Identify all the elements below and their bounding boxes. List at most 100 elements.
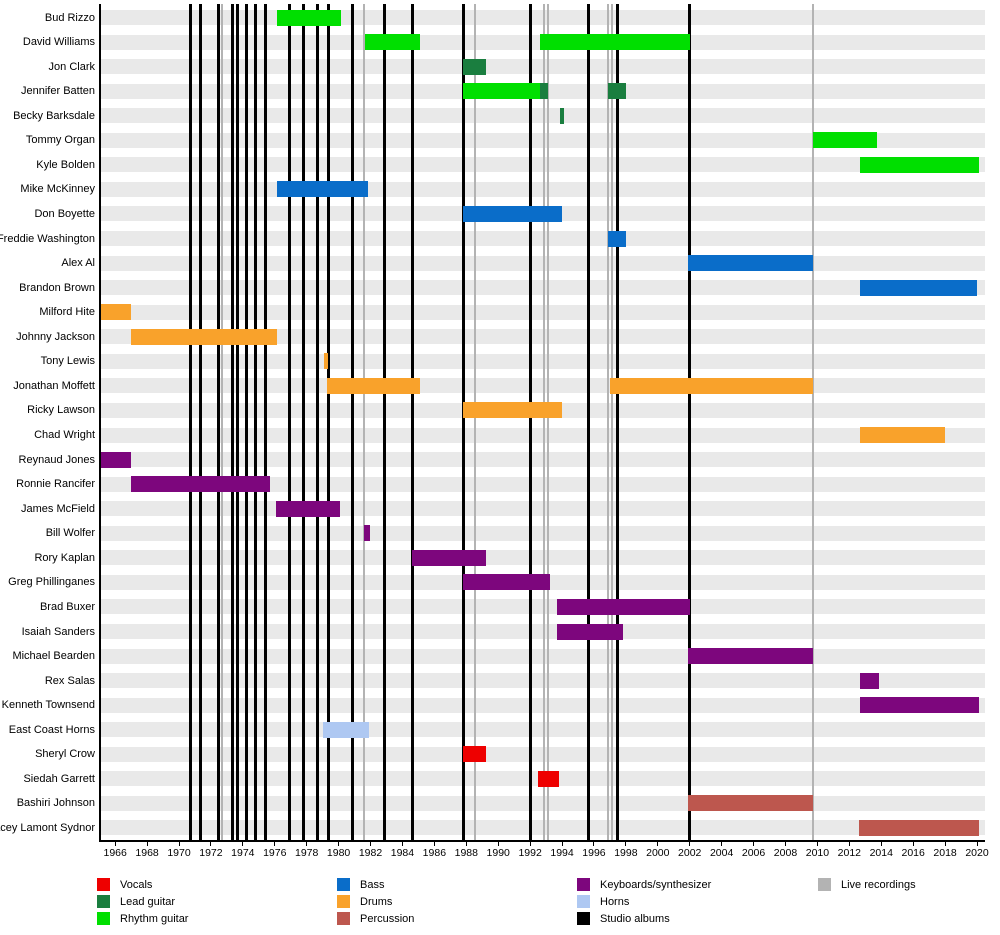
member-label: Tony Lewis: [40, 355, 95, 368]
legend-label: Horns: [600, 895, 630, 908]
timeline-bar-vocals: [538, 770, 559, 787]
studio-album-line: [216, 4, 220, 840]
member-label: Bill Wolfer: [45, 527, 95, 540]
axis-tick: [625, 842, 627, 846]
row-band: [100, 353, 985, 369]
x-axis-line: [99, 840, 985, 842]
bass-swatch-icon: [337, 878, 350, 892]
live-recording-line: [607, 4, 610, 840]
member-label: Isaiah Sanders: [21, 625, 95, 638]
legend-label: Bass: [360, 878, 385, 891]
timeline-bar-drums: [131, 328, 278, 345]
member-label: Sheryl Crow: [35, 748, 95, 761]
legend-column: Bass Drums Percussion: [337, 876, 414, 928]
timeline-bar-keyboards: [276, 500, 341, 517]
axis-tick: [721, 842, 723, 846]
axis-tick-label: 1994: [550, 847, 574, 859]
studio-album-line: [383, 4, 387, 840]
timeline-bar-keyboards: [364, 525, 370, 542]
member-label: James McField: [21, 502, 95, 515]
legend-item-studio_albums: Studio albums: [577, 910, 711, 927]
row-band: [100, 231, 985, 247]
member-label: Brandon Brown: [19, 281, 95, 294]
legend-item-drums: Drums: [337, 893, 414, 910]
row-band: [100, 550, 985, 566]
axis-tick-label: 2014: [869, 847, 893, 859]
row-band: [100, 476, 985, 492]
member-label: Stacey Lamont Sydnor: [0, 821, 95, 834]
row-band: [100, 746, 985, 762]
axis-tick: [306, 842, 308, 846]
row-band: [100, 599, 985, 615]
timeline-bar-rhythm_guitar: [539, 34, 690, 51]
member-label: Bud Rizzo: [44, 11, 95, 24]
axis-tick-label: 1982: [358, 847, 383, 859]
member-label: Brad Buxer: [39, 600, 95, 613]
axis-tick-label: 1992: [518, 847, 542, 859]
member-label: Freddie Washington: [0, 232, 95, 245]
axis-tick: [593, 842, 595, 846]
axis-tick-label: 1984: [390, 847, 415, 859]
legend-label: Percussion: [360, 912, 415, 925]
studio-album-line: [235, 4, 239, 840]
axis-tick-label: 1978: [294, 847, 319, 859]
timeline-bar-rhythm_guitar: [813, 132, 878, 149]
live-recording-line: [474, 4, 477, 840]
percussion-swatch-icon: [337, 912, 350, 926]
legend-label: Studio albums: [600, 912, 670, 925]
timeline-bar-vocals: [463, 746, 487, 763]
timeline-bar-rhythm_guitar: [277, 9, 341, 26]
member-label: Ricky Lawson: [27, 404, 95, 417]
axis-tick-label: 2016: [901, 847, 925, 859]
timeline-bar-bass: [688, 255, 814, 272]
row-band: [100, 108, 985, 124]
member-label: Becky Barksdale: [13, 109, 95, 122]
axis-tick: [848, 842, 850, 846]
member-label: Bashiri Johnson: [16, 797, 95, 810]
timeline-bar-bass: [859, 279, 977, 296]
axis-tick-label: 1970: [167, 847, 191, 859]
timeline-bar-keyboards: [859, 672, 879, 689]
legend-item-lead_guitar: Lead guitar: [97, 893, 188, 910]
member-label: Greg Phillinganes: [8, 576, 95, 589]
axis-tick-label: 2004: [709, 847, 734, 859]
timeline-bar-keyboards: [463, 574, 551, 591]
member-label: Mike McKinney: [20, 183, 95, 196]
live-recording-line: [547, 4, 550, 840]
row-band: [100, 304, 985, 320]
member-label: Kyle Bolden: [36, 158, 95, 171]
axis-tick: [689, 842, 691, 846]
axis-tick-label: 2008: [773, 847, 798, 859]
member-label: Siedah Garrett: [23, 772, 95, 785]
timeline-bar-keyboards: [100, 451, 132, 468]
timeline-bar-keyboards: [131, 476, 270, 493]
studio-album-line: [263, 4, 267, 840]
legend-label: Drums: [360, 895, 393, 908]
legend-label: Rhythm guitar: [120, 912, 189, 925]
member-label: Reynaud Jones: [18, 453, 95, 466]
axis-tick: [465, 842, 467, 846]
member-label: Jonathan Moffett: [13, 379, 95, 392]
horns-swatch-icon: [577, 895, 590, 909]
legend-item-percussion: Percussion: [337, 910, 414, 927]
studio-album-line: [287, 4, 291, 840]
axis-tick-label: 1988: [454, 847, 478, 859]
axis-tick: [338, 842, 340, 846]
studio-album-line: [528, 4, 532, 840]
member-label: Alex Al: [61, 257, 95, 270]
axis-tick-label: 1976: [263, 847, 287, 859]
timeline-bar-bass: [463, 205, 563, 222]
rhythm_guitar-swatch-icon: [97, 912, 110, 926]
axis-tick: [401, 842, 403, 846]
axis-tick: [784, 842, 786, 846]
axis-tick: [242, 842, 244, 846]
member-label: Jennifer Batten: [21, 85, 95, 98]
live-recording-line: [811, 4, 814, 840]
axis-tick: [178, 842, 180, 846]
row-band: [100, 427, 985, 443]
timeline-bar-bass: [607, 230, 626, 247]
row-band: [100, 452, 985, 468]
axis-tick: [880, 842, 882, 846]
studio-album-line: [461, 4, 465, 840]
member-label: Chad Wright: [34, 429, 95, 442]
